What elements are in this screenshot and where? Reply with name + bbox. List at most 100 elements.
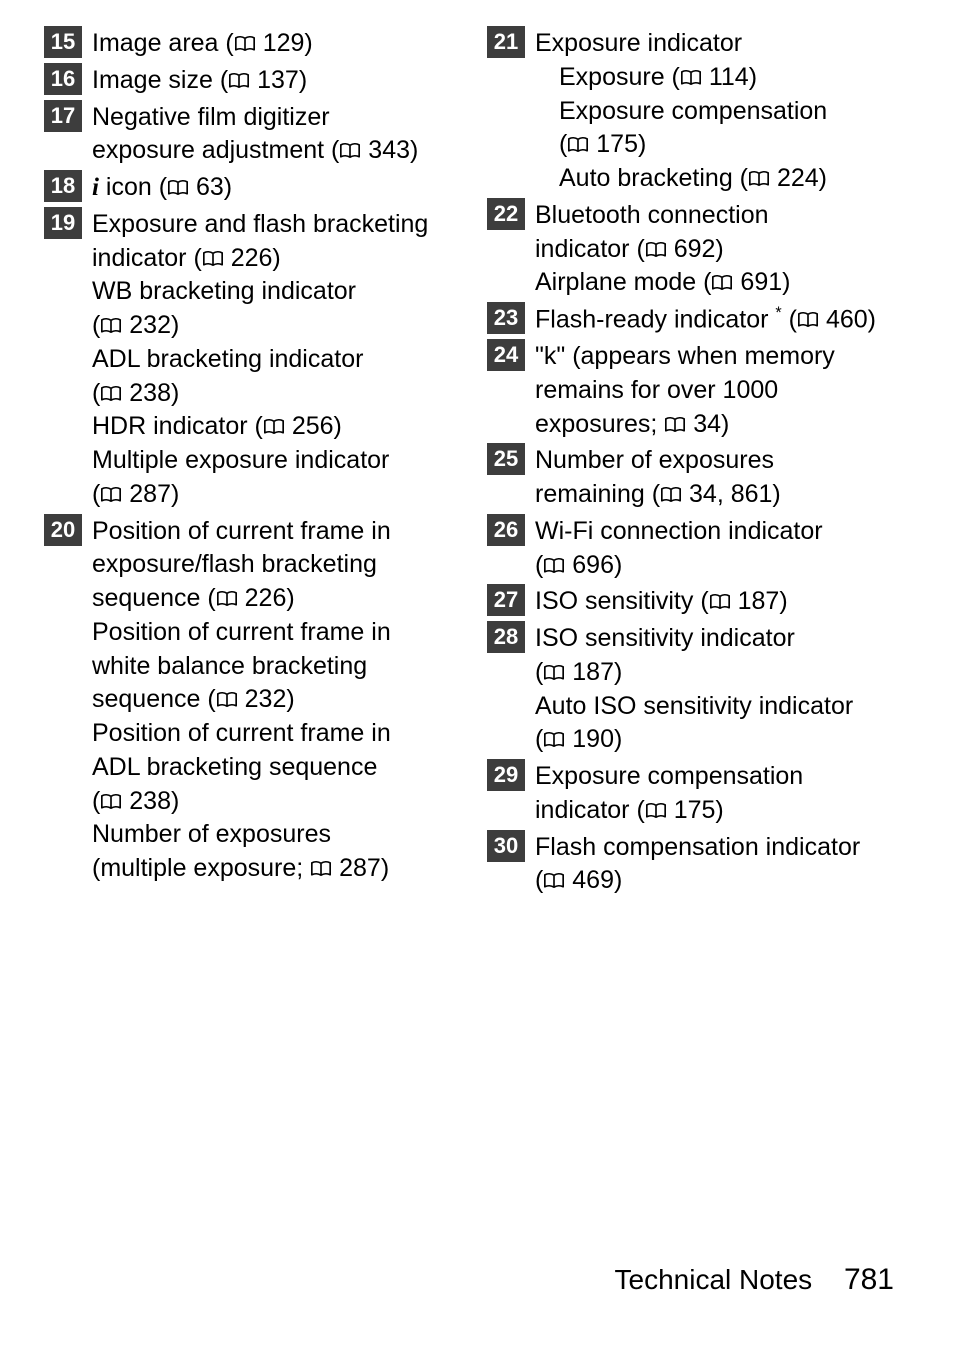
- entry-body: Position of current frame inexposure/fla…: [92, 514, 391, 886]
- reference-entry: 20Position of current frame inexposure/f…: [44, 514, 467, 886]
- entry-body: Wi-Fi connection indicator( 696): [535, 514, 823, 583]
- entry-line: Airplane mode ( 691): [535, 266, 790, 300]
- book-icon: [100, 318, 122, 334]
- entry-number-badge: 28: [487, 621, 525, 653]
- reference-entry: 30 Flash compensation indicator( 469): [487, 830, 910, 899]
- book-icon: [234, 36, 256, 52]
- entry-number-badge: 30: [487, 830, 525, 862]
- entry-line: Auto bracketing ( 224): [535, 162, 827, 196]
- entry-line: ( 232): [92, 309, 428, 343]
- footer-page-number: 781: [844, 1263, 894, 1296]
- entry-number-badge: 20: [44, 514, 82, 546]
- entry-number-badge: 18: [44, 170, 82, 202]
- reference-entry: 26 Wi-Fi connection indicator( 696): [487, 514, 910, 583]
- book-icon: [263, 419, 285, 435]
- entry-line: Wi-Fi connection indicator: [535, 515, 823, 549]
- footer-section: Technical Notes: [615, 1264, 813, 1295]
- entry-number-badge: 26: [487, 514, 525, 546]
- entry-line: Position of current frame in: [92, 717, 391, 751]
- entry-body: Flash compensation indicator( 469): [535, 830, 860, 899]
- entry-line: "k" (appears when memory: [535, 340, 835, 374]
- entry-number-badge: 29: [487, 759, 525, 791]
- book-icon: [709, 594, 731, 610]
- book-icon: [339, 143, 361, 159]
- entry-number-badge: 17: [44, 100, 82, 132]
- entry-line: Negative film digitizer: [92, 101, 418, 135]
- entry-body: Exposure indicatorExposure ( 114)Exposur…: [535, 26, 827, 196]
- entry-body: ISO sensitivity ( 187): [535, 584, 788, 619]
- entry-line: ( 175): [535, 128, 827, 162]
- entry-line: indicator ( 175): [535, 794, 803, 828]
- book-icon: [216, 591, 238, 607]
- book-icon: [645, 803, 667, 819]
- entry-line: Exposure indicator: [535, 27, 827, 61]
- entry-line: exposure/flash bracketing: [92, 548, 391, 582]
- entry-body: Image area ( 129): [92, 26, 313, 61]
- entry-body: Exposure and flash bracketingindicator (…: [92, 207, 428, 512]
- entry-line: exposure adjustment ( 343): [92, 134, 418, 168]
- left-column: 15Image area ( 129)16Image size ( 137)17…: [44, 26, 467, 900]
- entry-line: indicator ( 226): [92, 242, 428, 276]
- reference-entry: 29 Exposure compensationindicator ( 175): [487, 759, 910, 828]
- entry-line: Number of exposures: [535, 444, 781, 478]
- entry-line: remains for over 1000: [535, 374, 835, 408]
- reference-entry: 23Flash-ready indicator * ( 460): [487, 302, 910, 337]
- entry-line: sequence ( 226): [92, 582, 391, 616]
- entry-line: Flash compensation indicator: [535, 831, 860, 865]
- book-icon: [216, 692, 238, 708]
- book-icon: [680, 70, 702, 86]
- entry-body: Exposure compensationindicator ( 175): [535, 759, 803, 828]
- book-icon: [100, 794, 122, 810]
- entry-number-badge: 16: [44, 63, 82, 95]
- book-icon: [660, 487, 682, 503]
- reference-entry: 27ISO sensitivity ( 187): [487, 584, 910, 619]
- entry-line: Flash-ready indicator * ( 460): [535, 303, 876, 337]
- entry-line: (multiple exposure; 287): [92, 852, 391, 886]
- reference-entry: 28 ISO sensitivity indicator( 187)Auto IS…: [487, 621, 910, 757]
- entry-line: Bluetooth connection: [535, 199, 790, 233]
- entry-line: ADL bracketing indicator: [92, 343, 428, 377]
- entry-line: Image area ( 129): [92, 27, 313, 61]
- reference-entry: 19 Exposure and flash bracketingindicator…: [44, 207, 467, 512]
- book-icon: [100, 386, 122, 402]
- entry-line: Exposure ( 114): [535, 61, 827, 95]
- entry-line: ( 238): [92, 377, 428, 411]
- entry-line: remaining ( 34, 861): [535, 478, 781, 512]
- book-icon: [543, 732, 565, 748]
- entry-line: i icon ( 63): [92, 171, 232, 205]
- entry-line: Number of exposures: [92, 818, 391, 852]
- book-icon: [645, 242, 667, 258]
- book-icon: [797, 312, 819, 328]
- entry-body: i icon ( 63): [92, 170, 232, 205]
- right-column: 21Exposure indicatorExposure ( 114)Expos…: [487, 26, 910, 900]
- reference-entry: 22Bluetooth connectionindicator ( 692)Ai…: [487, 198, 910, 300]
- entry-line: ( 190): [535, 723, 853, 757]
- entry-line: Position of current frame in: [92, 515, 391, 549]
- entry-line: Auto ISO sensitivity indicator: [535, 690, 853, 724]
- entry-number-badge: 19: [44, 207, 82, 239]
- entry-body: Image size ( 137): [92, 63, 307, 98]
- entry-line: ( 187): [535, 656, 853, 690]
- book-icon: [567, 137, 589, 153]
- entry-number-badge: 22: [487, 198, 525, 230]
- book-icon: [543, 873, 565, 889]
- entry-number-badge: 21: [487, 26, 525, 58]
- entry-line: Exposure compensation: [535, 760, 803, 794]
- reference-entry: 16 Image size ( 137): [44, 63, 467, 98]
- entry-line: Exposure and flash bracketing: [92, 208, 428, 242]
- entry-line: Exposure compensation: [535, 95, 827, 129]
- entry-body: Number of exposuresremaining ( 34, 861): [535, 443, 781, 512]
- book-icon: [167, 180, 189, 196]
- entry-line: ( 696): [535, 549, 823, 583]
- entry-body: "k" (appears when memoryremains for over…: [535, 339, 835, 441]
- book-icon: [748, 171, 770, 187]
- book-icon: [202, 251, 224, 267]
- entry-line: ( 287): [92, 478, 428, 512]
- book-icon: [711, 275, 733, 291]
- content-area: 15Image area ( 129)16Image size ( 137)17…: [0, 0, 954, 900]
- entry-line: white balance bracketing: [92, 650, 391, 684]
- entry-line: Multiple exposure indicator: [92, 444, 428, 478]
- book-icon: [543, 665, 565, 681]
- entry-line: Position of current frame in: [92, 616, 391, 650]
- entry-line: ISO sensitivity indicator: [535, 622, 853, 656]
